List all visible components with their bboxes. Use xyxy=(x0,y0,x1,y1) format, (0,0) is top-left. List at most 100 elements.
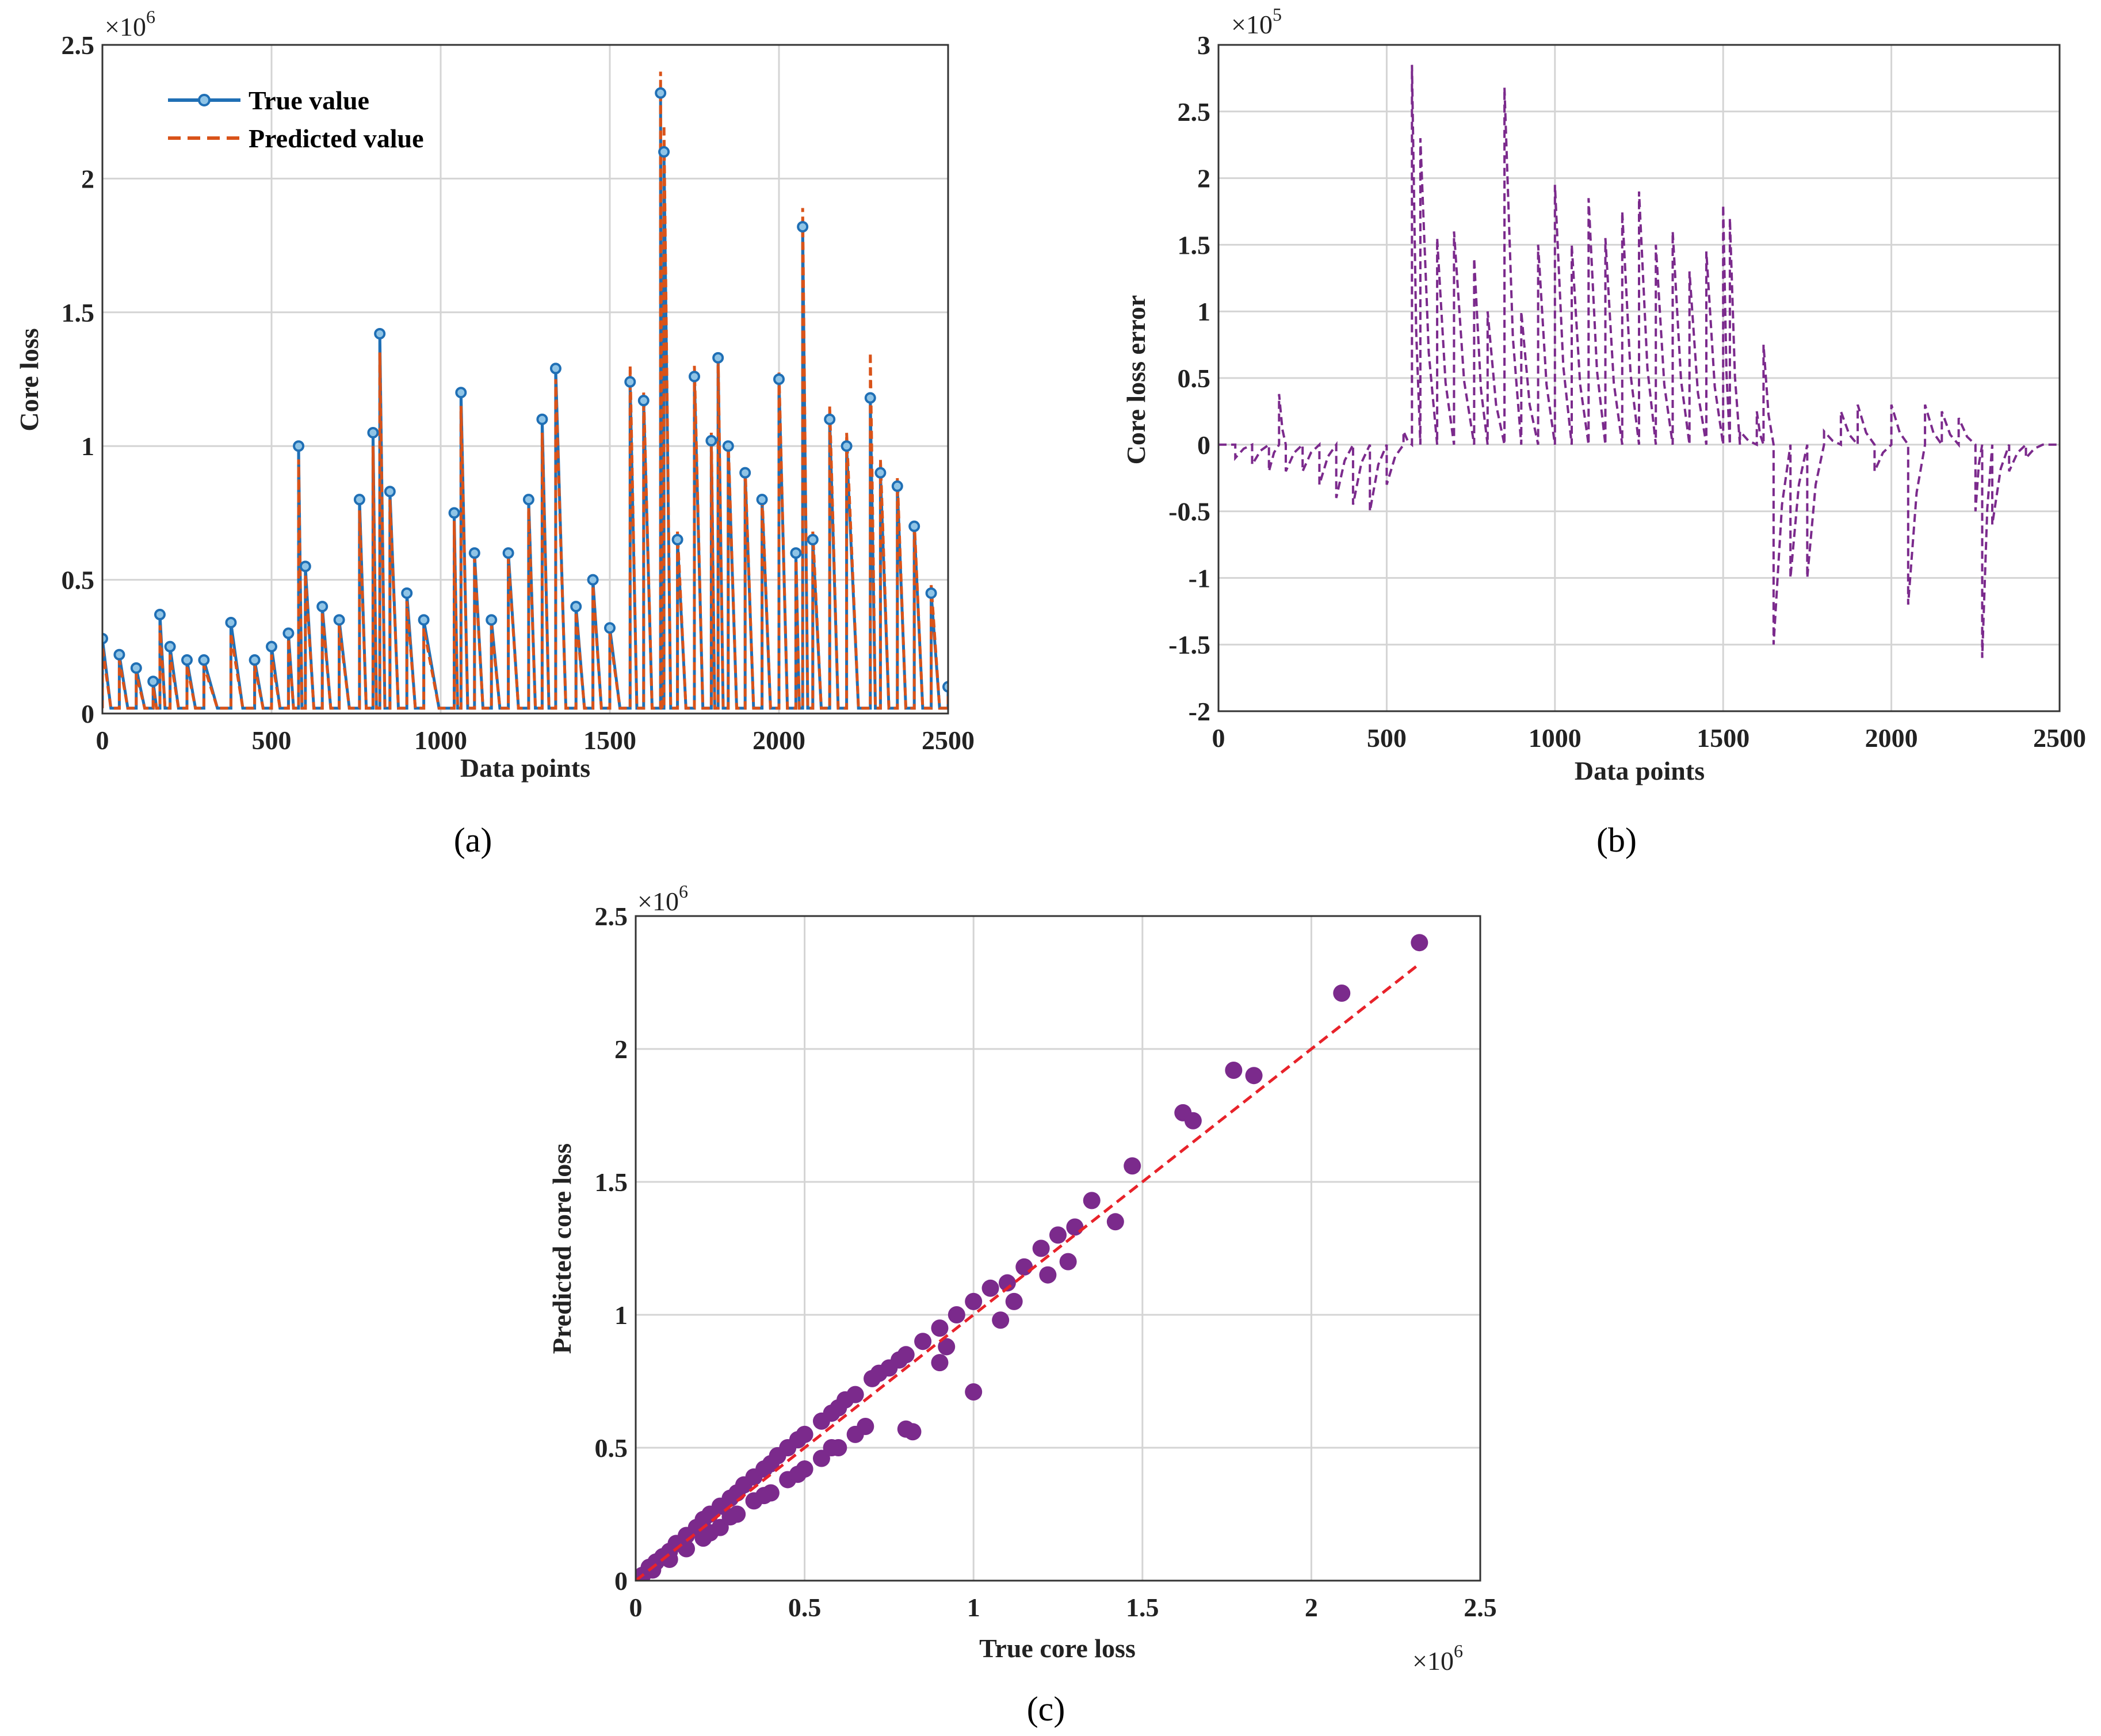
scatter-point xyxy=(965,1383,983,1401)
true-value-point xyxy=(282,627,295,639)
true-value-point xyxy=(266,640,277,653)
scatter-point xyxy=(1015,1258,1033,1276)
legend-true-value-marker xyxy=(198,94,211,106)
true-value-point xyxy=(722,440,734,452)
panel-b-y-scale-label: ×105 xyxy=(1231,4,1282,39)
true-value-point xyxy=(374,327,386,339)
true-value-point xyxy=(864,392,876,404)
panel-a-y-tick-label: 2 xyxy=(81,164,94,193)
true-value-point xyxy=(333,614,345,626)
true-value-point xyxy=(113,648,125,661)
scatter-point xyxy=(1039,1266,1057,1284)
true-value-point xyxy=(536,413,548,425)
panel-c-x-tick-label: 1 xyxy=(967,1593,980,1622)
panel-b-x-tick-label: 0 xyxy=(1212,723,1225,753)
true-value-point xyxy=(154,609,166,621)
scatter-point xyxy=(1059,1253,1077,1270)
scatter-point xyxy=(694,1529,712,1547)
panel-b-caption: (b) xyxy=(1596,821,1637,859)
true-value-point xyxy=(705,434,717,447)
true-value-point xyxy=(181,654,193,666)
scatter-point xyxy=(1066,1218,1084,1236)
true-value-point xyxy=(739,467,751,479)
true-value-point xyxy=(102,632,108,644)
panel-b-plot-frame xyxy=(1217,44,2061,712)
true-value-point xyxy=(797,221,809,233)
panel-c-y-tick-label: 0 xyxy=(614,1566,628,1596)
panel-b-y-axis-label: Core loss error xyxy=(1121,295,1151,465)
true-value-point xyxy=(925,587,937,599)
true-value-point xyxy=(384,486,396,498)
panel-a-y-tick-label: 1.5 xyxy=(62,298,95,327)
true-value-point xyxy=(448,507,460,519)
panel-a-legend: True value Predicted value xyxy=(168,86,423,153)
scatter-point xyxy=(1083,1192,1101,1210)
panel-b-x-tick-label: 2500 xyxy=(2033,723,2086,753)
panel-a-y-tick-label: 0.5 xyxy=(62,566,95,595)
panel-b-y-tick-label: 2.5 xyxy=(1178,97,1211,127)
series-core-loss-error-line xyxy=(1218,64,2060,658)
scatter-point xyxy=(678,1540,696,1558)
panel-a-x-tick-label: 1000 xyxy=(414,726,467,755)
panel-b-y-tick-label: -1.5 xyxy=(1168,630,1210,659)
scatter-point xyxy=(789,1466,807,1483)
scatter-point xyxy=(1049,1226,1067,1244)
true-value-point xyxy=(658,146,670,158)
true-value-point xyxy=(807,533,819,545)
fit-line xyxy=(636,963,1420,1581)
panel-a-y-axis-label: Core loss xyxy=(14,328,44,431)
true-value-point xyxy=(316,601,328,613)
panel-a-y-tick-label: 0 xyxy=(81,699,94,728)
true-value-point xyxy=(401,587,413,599)
panel-b-y-tick-label: -1 xyxy=(1189,563,1210,593)
series-true-value-line xyxy=(102,93,948,710)
true-value-point xyxy=(293,440,305,452)
true-value-point xyxy=(549,363,561,375)
scatter-point xyxy=(981,1279,999,1297)
scatter-point xyxy=(1225,1061,1243,1079)
true-value-point xyxy=(604,622,616,634)
scatter-point xyxy=(965,1292,983,1310)
true-value-point xyxy=(570,601,582,613)
true-value-point xyxy=(637,395,650,407)
panel-b-y-tick-label: -2 xyxy=(1189,697,1210,726)
panel-b-y-tick-label: -0.5 xyxy=(1168,497,1210,526)
true-value-point xyxy=(655,87,667,99)
panel-a-y-tick-label: 1 xyxy=(81,432,94,461)
scatter-point xyxy=(998,1274,1016,1292)
panel-a-core-loss-line-chart: 0 500 1000 1500 2000 2500 0 0.5 1 1.5 2 2.5 ×106 Da… xyxy=(14,6,975,859)
true-value-point xyxy=(418,614,430,626)
true-value-point xyxy=(790,547,802,559)
true-value-point xyxy=(367,426,379,438)
scatter-point xyxy=(897,1346,915,1364)
panel-b-y-tick-label: 3 xyxy=(1197,30,1210,60)
panel-a-x-tick-label: 2000 xyxy=(752,726,805,755)
true-value-point xyxy=(773,373,785,385)
scatter-point xyxy=(1032,1239,1050,1257)
panel-a-y-tick-label: 2.5 xyxy=(62,30,95,60)
panel-b-y-tick-label: 2 xyxy=(1197,164,1210,193)
true-value-point xyxy=(353,494,365,506)
panel-c-caption: (c) xyxy=(1027,1690,1065,1728)
true-value-point xyxy=(299,560,311,573)
true-value-point xyxy=(198,654,210,666)
scatter-point xyxy=(644,1561,662,1579)
panel-b-x-tick-label: 1500 xyxy=(1697,723,1749,753)
scatter-point xyxy=(948,1306,965,1323)
panel-a-caption: (a) xyxy=(454,821,492,859)
panel-b-x-axis-label: Data points xyxy=(1575,756,1705,785)
true-value-point xyxy=(225,616,237,628)
scatter-point xyxy=(1245,1067,1263,1085)
panel-a-x-tick-label: 0 xyxy=(96,726,109,755)
scatter-point xyxy=(846,1386,864,1403)
true-value-point xyxy=(891,480,903,492)
panel-c-x-tick-label: 0.5 xyxy=(788,1593,822,1622)
scatter-point xyxy=(1106,1213,1124,1231)
panel-c-y-tick-label: 1 xyxy=(614,1300,628,1330)
panel-c-y-tick-label: 2 xyxy=(614,1035,628,1064)
true-value-point xyxy=(502,547,514,559)
true-value-point xyxy=(841,440,853,452)
panel-c-y-tick-label: 1.5 xyxy=(595,1167,628,1197)
true-value-point xyxy=(468,547,480,559)
